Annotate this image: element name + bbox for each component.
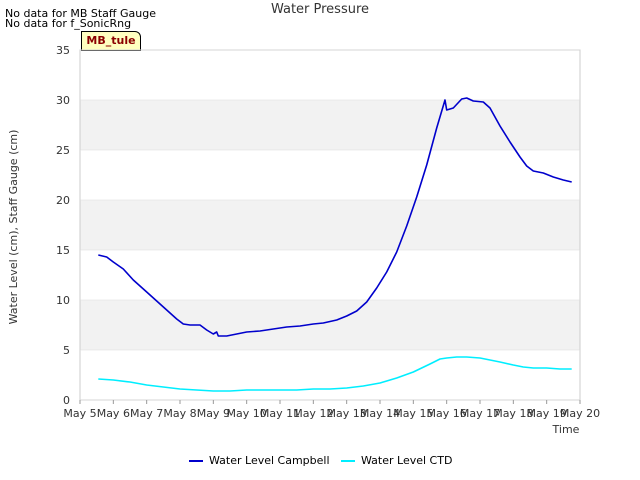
y-tick-label-35: 35 (56, 44, 70, 57)
x-tick-label-10: May 10 (227, 407, 267, 420)
x-tick-label-19: May 19 (527, 407, 567, 420)
x-tick-label-5: May 5 (63, 407, 96, 420)
y-tick-label-15: 15 (56, 244, 70, 257)
chart-title: Water Pressure (270, 2, 370, 17)
y-tick-label-20: 20 (56, 194, 70, 207)
series-line-campbell (98, 97, 572, 337)
series-line-ctd (98, 356, 572, 392)
x-tick-label-12: May 12 (293, 407, 333, 420)
x-tick-label-13: May 13 (327, 407, 367, 420)
x-tick-label-15: May 15 (393, 407, 433, 420)
series-lines (98, 97, 572, 392)
legend-label-campbell: Water Level Campbell (209, 454, 330, 467)
x-tick-label-18: May 18 (493, 407, 533, 420)
legend-item-ctd[interactable]: Water Level CTD (341, 454, 452, 467)
band-25-30 (80, 100, 580, 150)
legend: Water Level Campbell Water Level CTD (0, 454, 640, 470)
station-tag[interactable]: MB_tule (81, 31, 141, 51)
y-tick-label-10: 10 (56, 294, 70, 307)
band-15-20 (80, 200, 580, 250)
x-tick-label-7: May 7 (130, 407, 163, 420)
y-tick-label-5: 5 (63, 344, 70, 357)
legend-swatch-campbell (189, 459, 203, 462)
background-bands (80, 100, 580, 350)
no-data-note-sonic: No data for f_SonicRng (5, 17, 132, 30)
x-tick-label-17: May 17 (460, 407, 500, 420)
x-tick-label-16: May 16 (427, 407, 467, 420)
x-tick-label-11: May 11 (260, 407, 300, 420)
y-axis-label: Water Level (cm), Staff Gauge (cm) (7, 130, 20, 325)
legend-swatch-ctd (341, 459, 355, 462)
x-tick-label-20: May 20 (560, 407, 600, 420)
y-tick-label-0: 0 (63, 394, 70, 407)
no-data-note-staff-gauge: No data for MB Staff Gauge (5, 7, 156, 20)
legend-label-ctd: Water Level CTD (361, 454, 453, 467)
x-tick-label-6: May 6 (97, 407, 130, 420)
x-axis-label: Time (552, 423, 580, 436)
y-axis-ticks: 0 5 10 15 20 25 30 35 (56, 44, 580, 407)
x-tick-label-14: May 14 (360, 407, 400, 420)
legend-item-campbell[interactable]: Water Level Campbell (189, 454, 330, 467)
x-tick-label-9: May 9 (197, 407, 230, 420)
y-tick-label-30: 30 (56, 94, 70, 107)
y-tick-label-25: 25 (56, 144, 70, 157)
x-tick-label-8: May 8 (163, 407, 196, 420)
band-5-10 (80, 300, 580, 350)
